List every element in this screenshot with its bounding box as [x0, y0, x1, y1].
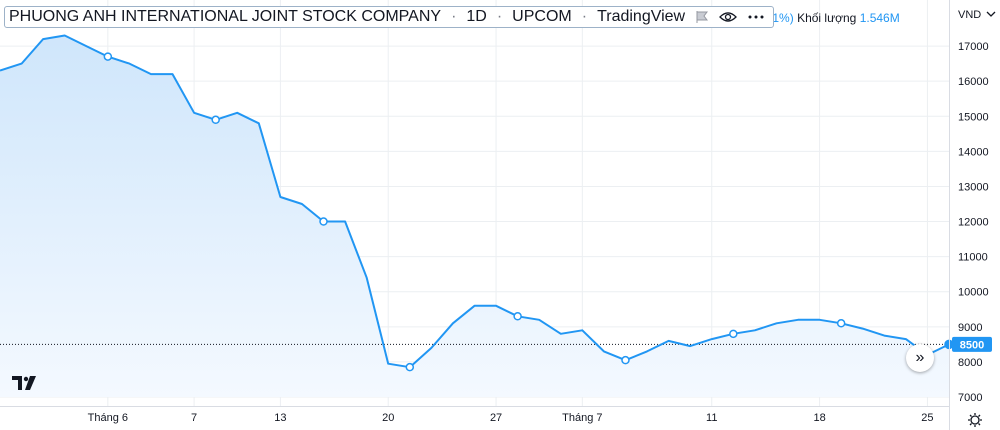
data-point	[405, 362, 415, 372]
exchange-label: UPCOM	[512, 8, 572, 25]
x-tick-label: Tháng 7	[562, 412, 602, 424]
separator: ·	[451, 8, 457, 25]
settings-icon[interactable]	[968, 413, 982, 427]
x-tick-label: 13	[274, 412, 286, 424]
time-axis[interactable]: Tháng 6 7 13 20 27 Tháng 7 11 18 25	[88, 412, 934, 424]
chevron-right-icon: »	[915, 349, 925, 366]
symbol-legend[interactable]: PHUONG ANH INTERNATIONAL JOINT STOCK COM…	[4, 6, 775, 28]
separator: ·	[496, 8, 503, 25]
symbol-title: PHUONG ANH INTERNATIONAL JOINT STOCK COM…	[9, 8, 442, 25]
x-tick-label: 18	[813, 412, 825, 424]
chevron-down-icon	[986, 11, 996, 17]
y-tick-label: 13000	[958, 181, 989, 193]
scroll-to-realtime-button[interactable]: »	[906, 344, 934, 372]
y-tick-label: 11000	[958, 252, 988, 264]
y-tick-label: 17000	[958, 41, 989, 53]
data-point	[836, 319, 846, 328]
separator: ·	[581, 8, 588, 25]
last-price-value: 8500	[960, 339, 984, 351]
tradingview-logo[interactable]	[10, 373, 40, 393]
y-tick-label: 8000	[958, 357, 982, 369]
y-tick-label: 14000	[958, 146, 989, 158]
more-icon[interactable]	[747, 10, 765, 24]
data-point	[729, 329, 738, 339]
series-area	[0, 35, 949, 397]
x-tick-label: 25	[921, 412, 933, 424]
data-point	[103, 52, 113, 61]
series-markers	[103, 52, 954, 372]
price-axis[interactable]: 17000 16000 15000 14000 13000 12000 11000 10000…	[958, 41, 989, 404]
eye-icon[interactable]	[719, 10, 738, 24]
y-tick-label: 16000	[958, 76, 989, 88]
x-tick-label: 20	[382, 412, 394, 424]
source-label: TradingView	[597, 8, 686, 25]
x-tick-label: Tháng 6	[88, 412, 128, 424]
series-line	[0, 34, 950, 369]
x-tick-label: 27	[490, 412, 502, 424]
flag-icon[interactable]	[695, 10, 709, 24]
y-tick-label: 12000	[958, 217, 989, 229]
volume-value: 1.546M	[859, 11, 900, 25]
data-point	[319, 217, 328, 226]
last-price-tag: 8500	[952, 336, 992, 352]
data-point	[621, 355, 630, 365]
x-tick-label: 7	[191, 412, 197, 424]
x-tick-label: 11	[706, 412, 717, 424]
y-tick-label: 7000	[958, 392, 982, 404]
data-point	[513, 312, 522, 321]
y-tick-label: 10000	[958, 287, 989, 299]
y-tick-label: 15000	[958, 111, 989, 123]
interval-label: 1D	[466, 8, 487, 25]
volume-label: Khối lượng	[797, 11, 857, 25]
price-axis-unit[interactable]: VND	[958, 9, 981, 21]
y-tick-label: 9000	[958, 322, 982, 334]
data-point	[211, 115, 220, 125]
